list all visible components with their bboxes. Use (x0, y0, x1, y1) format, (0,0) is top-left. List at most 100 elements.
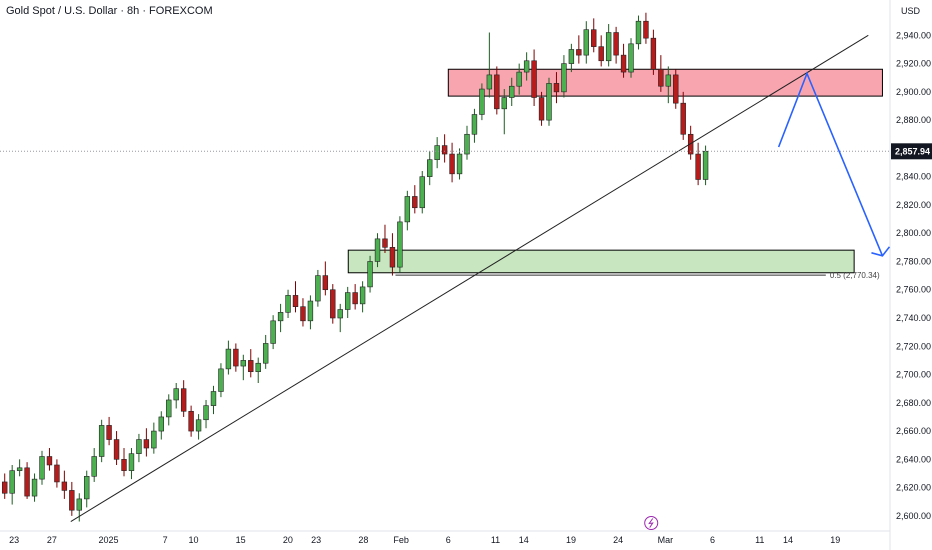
candle-body (441, 145, 448, 155)
y-tick-label: 2,880.00 (896, 115, 931, 125)
candle-body (620, 54, 627, 73)
candle (277, 303, 284, 333)
candle (330, 284, 336, 324)
candle-body (136, 439, 142, 454)
current-price-tag-bg (891, 143, 932, 160)
candle-body (628, 43, 634, 73)
candle-body (307, 300, 314, 322)
candle (322, 261, 329, 296)
y-tick-label: 2,940.00 (896, 30, 931, 40)
candle-body (113, 439, 120, 460)
candle-body (486, 74, 493, 90)
y-tick-label: 2,640.00 (896, 454, 931, 464)
candle (367, 255, 373, 293)
candle (434, 137, 440, 169)
candle-body (121, 459, 127, 471)
candle (673, 69, 679, 109)
candle (91, 448, 97, 482)
current-price-tag: 2,857.94 (891, 143, 932, 160)
candle-body (389, 247, 396, 268)
y-tick-label: 2,620.00 (896, 483, 931, 493)
candle (509, 77, 515, 106)
candle (136, 433, 142, 463)
candle-body (315, 275, 321, 302)
support-zone (347, 249, 855, 274)
candle (613, 26, 619, 64)
candle-body (434, 145, 440, 161)
candle (24, 462, 30, 499)
candle (374, 233, 381, 268)
candle (665, 66, 672, 104)
candle-body (635, 20, 642, 45)
candle (464, 125, 470, 160)
candle-body (69, 490, 75, 511)
candle (471, 108, 478, 143)
candle (635, 15, 642, 50)
candle (382, 224, 388, 253)
candle-body (412, 196, 418, 209)
candle (54, 459, 60, 488)
y-tick-label: 2,600.00 (896, 511, 931, 521)
fib-level-label: 0.5 (2,770.34) (830, 271, 880, 280)
x-tick-label: 14 (519, 535, 529, 545)
x-tick-label: 23 (311, 535, 321, 545)
x-tick-label: 28 (358, 535, 368, 545)
candle-body (2, 481, 8, 494)
candle-body (270, 320, 276, 344)
x-tick-label: Feb (393, 535, 409, 545)
x-tick-label: 15 (236, 535, 246, 545)
candle-body (262, 343, 269, 364)
candle-body (16, 467, 23, 471)
candle (143, 428, 150, 457)
candle-body (509, 85, 515, 98)
candle-body (180, 388, 187, 412)
candle (158, 411, 164, 440)
symbol-title[interactable]: Gold Spot / U.S. Dollar · 8h · FOREXCOM (6, 5, 213, 17)
candle-body (352, 292, 358, 305)
candle (389, 233, 396, 276)
candle (166, 394, 172, 426)
candle-body (24, 467, 30, 497)
candle-body (427, 159, 433, 177)
x-tick-label: 20 (283, 535, 293, 545)
candle-body (158, 416, 164, 432)
candle-body (195, 419, 202, 432)
candle (486, 32, 493, 98)
candle-body (613, 32, 619, 56)
candle (427, 151, 433, 186)
candle (576, 35, 582, 64)
candle-body (516, 71, 522, 87)
candle (449, 142, 455, 183)
candle (188, 405, 194, 437)
candle (359, 281, 366, 313)
candle (680, 91, 686, 140)
candle-body (285, 295, 291, 313)
y-tick-label: 2,720.00 (896, 341, 931, 351)
candle-body (39, 456, 45, 480)
y-tick-label: 2,800.00 (896, 228, 931, 238)
candle (31, 473, 38, 502)
candle (180, 380, 187, 417)
x-tick-label: Mar (658, 535, 674, 545)
candle (397, 216, 403, 273)
y-tick-label: 2,780.00 (896, 256, 931, 266)
candle-body (255, 362, 261, 373)
candle-body (553, 83, 560, 93)
candle (441, 134, 448, 163)
candle (628, 38, 634, 78)
x-tick-label: 10 (188, 535, 198, 545)
candle-body (84, 475, 90, 500)
y-tick-label: 2,900.00 (896, 87, 931, 97)
candle (479, 83, 485, 121)
candle (456, 148, 463, 180)
candle (568, 43, 575, 73)
candle (404, 190, 411, 231)
candle-body (576, 49, 582, 56)
x-tick-label: 19 (830, 535, 840, 545)
candle-body (106, 425, 112, 440)
candle (583, 21, 589, 64)
candle (61, 470, 68, 499)
lightning-event-icon[interactable] (644, 516, 659, 530)
candle-body (61, 481, 68, 491)
